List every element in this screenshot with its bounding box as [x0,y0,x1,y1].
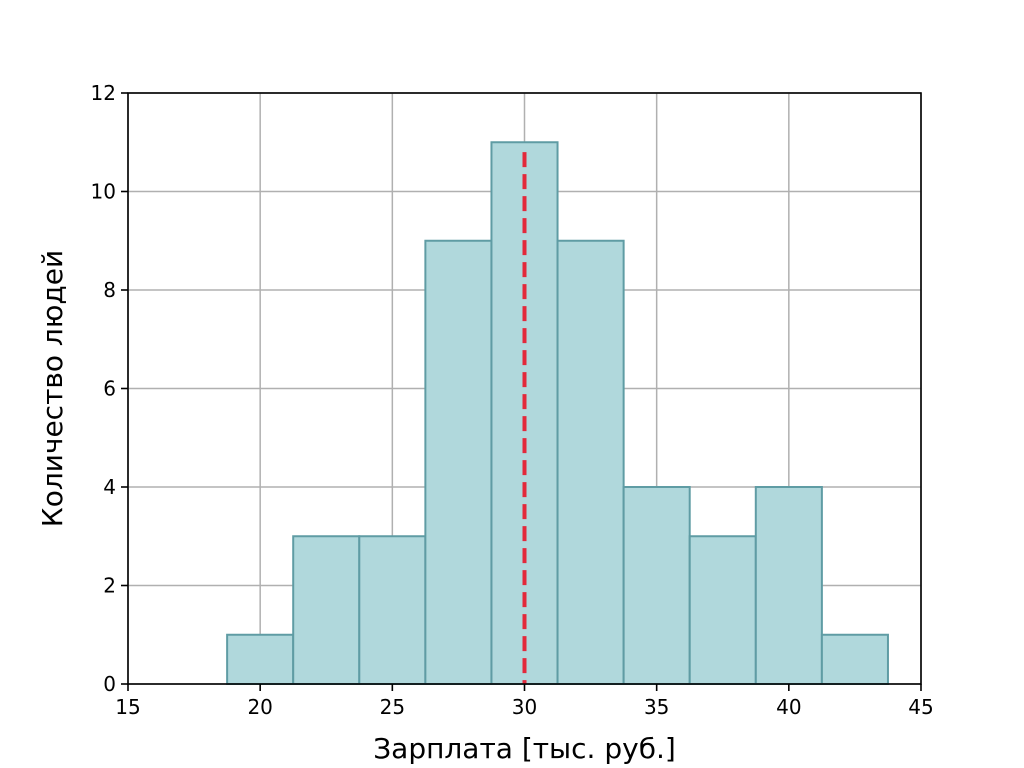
tick-labels: 15 20 25 30 35 40 45 0 2 4 6 8 10 12 [91,81,934,719]
x-tick-label: 45 [908,695,933,719]
histogram-bar [292,535,361,685]
y-axis-label: Количество людей [36,250,69,527]
x-axis-label: Зарплата [тыс. руб.] [373,732,676,765]
histogram-bar [556,239,625,685]
y-tick-label: 0 [103,672,116,696]
histogram-bar [424,239,493,685]
y-tick-label: 6 [103,377,116,401]
y-tick-label: 8 [103,278,116,302]
histogram-bar [622,486,691,685]
histogram-bar [820,633,889,685]
histogram-bar [754,486,823,685]
histogram-bar [358,535,427,685]
x-tick-label: 35 [644,695,669,719]
histogram-bars [226,141,889,685]
x-tick-label: 40 [776,695,801,719]
axes [121,92,922,691]
x-tick-label: 30 [512,695,537,719]
y-tick-label: 10 [91,180,116,204]
x-tick-label: 15 [115,695,140,719]
y-tick-label: 2 [103,574,116,598]
histogram-bar [226,633,295,685]
y-tick-label: 4 [103,475,116,499]
x-tick-label: 25 [380,695,405,719]
histogram-bar [688,535,757,685]
x-tick-label: 20 [247,695,272,719]
y-tick-label: 12 [91,81,116,105]
